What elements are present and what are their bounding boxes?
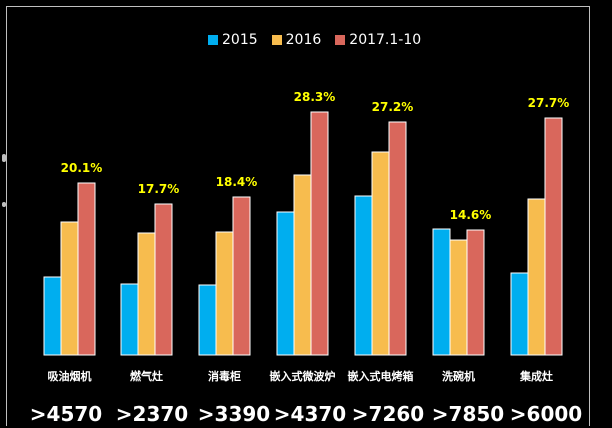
- price-label: >2370: [115, 402, 189, 426]
- price-label: >7260: [351, 402, 425, 426]
- bar-2016-0: [60, 221, 79, 356]
- bar-2015-6: [510, 272, 529, 356]
- bar-2016-4: [371, 151, 390, 356]
- axis-tick-mark: [2, 154, 6, 162]
- price-label: >4370: [273, 402, 347, 426]
- bar-2017-1-10-1: [154, 203, 173, 356]
- bar-2015-3: [276, 211, 295, 356]
- data-label: 20.1%: [61, 161, 103, 175]
- bar-2016-6: [527, 198, 546, 356]
- legend-swatch-2017: [335, 35, 346, 45]
- bar-2016-3: [293, 174, 312, 356]
- price-label: >6000: [509, 402, 583, 426]
- price-label: >7850: [431, 402, 505, 426]
- bar-2015-2: [198, 284, 217, 356]
- axis-tick-mark: [2, 202, 6, 207]
- bar-2017-1-10-3: [310, 111, 329, 356]
- category-label: 嵌入式电烤箱: [348, 369, 414, 383]
- category-label: 燃气灶: [129, 369, 163, 383]
- bar-2015-4: [354, 195, 373, 356]
- axis-marks: [0, 150, 8, 210]
- legend-label-2017: 2017.1-10: [349, 32, 422, 48]
- legend-item-2017: 2017.1-10: [335, 32, 421, 48]
- bar-2015-5: [432, 228, 451, 356]
- category-label: 消毒柜: [208, 369, 241, 383]
- price-row: >4570 >2370 >3390 >4370 >7260 >7850 >600…: [0, 400, 612, 428]
- bar-2017-1-10-2: [232, 196, 251, 356]
- legend-swatch-2016: [271, 35, 282, 45]
- bar-2017-1-10-6: [544, 117, 563, 356]
- price-label: >4570: [29, 402, 103, 426]
- bar-2015-1: [120, 283, 139, 356]
- legend-item-2015: 2015: [208, 32, 258, 48]
- bar-2016-1: [137, 232, 156, 356]
- category-label: 嵌入式微波炉: [270, 369, 336, 383]
- data-label: 27.2%: [372, 100, 414, 114]
- category-label: 洗碗机: [442, 369, 475, 383]
- bar-2016-2: [215, 231, 234, 356]
- bar-2017-1-10-4: [388, 121, 407, 356]
- data-label: 28.3%: [294, 90, 336, 104]
- data-label: 27.7%: [528, 96, 570, 110]
- bar-2016-5: [449, 239, 468, 356]
- legend-label-2015: 2015: [222, 32, 258, 48]
- chart-legend: 2015 2016 2017.1-10: [208, 32, 421, 48]
- category-label: 集成灶: [519, 369, 553, 383]
- chart-frame: [6, 6, 590, 426]
- bar-2017-1-10-5: [466, 229, 485, 356]
- data-label: 17.7%: [138, 182, 180, 196]
- legend-label-2016: 2016: [285, 32, 322, 48]
- data-label: 14.6%: [450, 208, 492, 222]
- legend-swatch-2015: [208, 35, 218, 45]
- legend-item-2016: 2016: [271, 32, 322, 48]
- data-label: 18.4%: [216, 175, 258, 189]
- bar-2017-1-10-0: [77, 182, 96, 356]
- bar-2015-0: [43, 276, 62, 356]
- category-label: 吸油烟机: [48, 369, 92, 383]
- price-label: >3390: [197, 402, 271, 426]
